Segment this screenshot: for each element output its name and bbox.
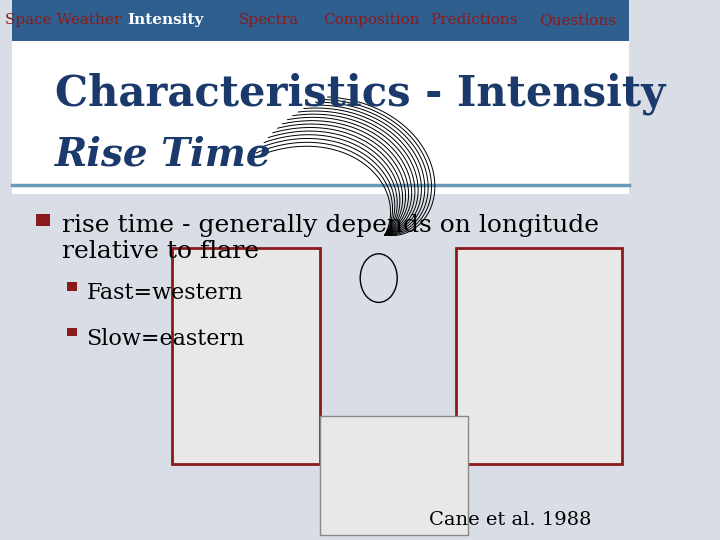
- Text: Slow=eastern: Slow=eastern: [86, 328, 245, 350]
- Text: rise time - generally depends on longitude
relative to flare: rise time - generally depends on longitu…: [62, 214, 599, 264]
- Text: Intensity: Intensity: [127, 14, 204, 27]
- FancyBboxPatch shape: [456, 248, 622, 464]
- Text: Rise Time: Rise Time: [55, 135, 271, 173]
- Text: Composition: Composition: [323, 14, 420, 27]
- Bar: [36, 214, 50, 226]
- FancyBboxPatch shape: [172, 248, 320, 464]
- FancyBboxPatch shape: [12, 40, 629, 194]
- Text: Cane et al. 1988: Cane et al. 1988: [429, 511, 592, 529]
- FancyBboxPatch shape: [320, 416, 468, 535]
- Text: Fast=western: Fast=western: [86, 282, 243, 304]
- Bar: [67, 328, 77, 336]
- Bar: [67, 282, 77, 291]
- Text: Characteristics - Intensity: Characteristics - Intensity: [55, 73, 665, 116]
- Text: Predictions: Predictions: [431, 14, 518, 27]
- Text: Space Weather: Space Weather: [5, 14, 121, 27]
- FancyBboxPatch shape: [12, 0, 629, 40]
- Text: Questions: Questions: [539, 14, 616, 27]
- Text: Spectra: Spectra: [238, 14, 299, 27]
